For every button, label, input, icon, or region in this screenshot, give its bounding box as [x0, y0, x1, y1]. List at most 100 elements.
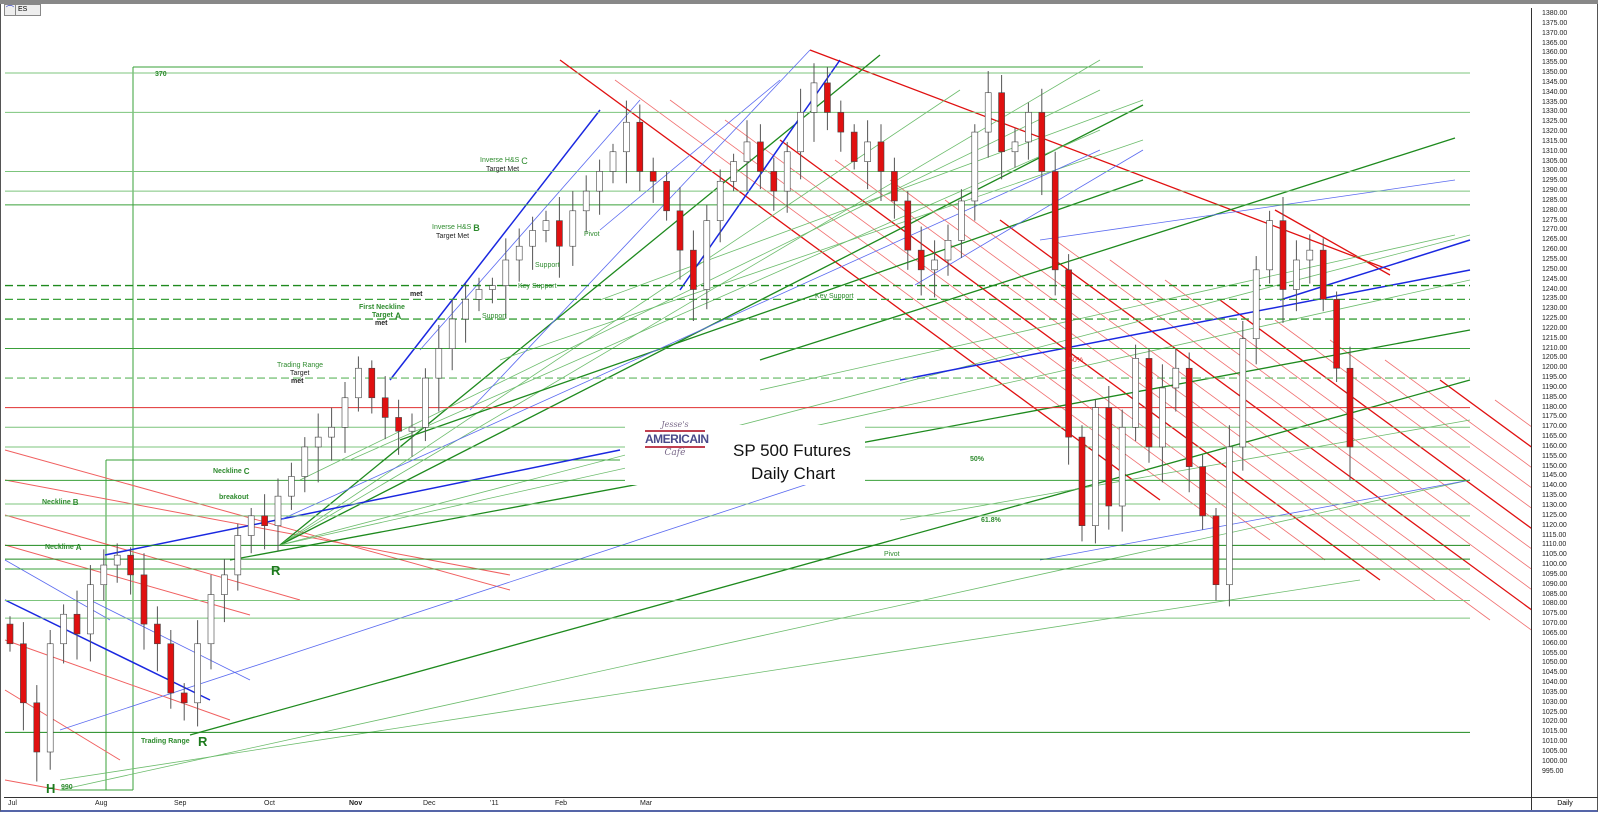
candle: [140, 553, 148, 650]
y-tick-label: 1050.00: [1542, 659, 1568, 667]
candle-body-up: [529, 230, 536, 247]
candle: [207, 574, 215, 670]
candle-body-down: [1346, 367, 1354, 448]
candle-body-down: [73, 613, 81, 635]
chart-subtitle: Daily Chart: [751, 464, 836, 483]
candle-body-up: [1025, 112, 1032, 143]
candle-body-down: [368, 367, 376, 399]
y-tick-label: 1005.00: [1542, 748, 1568, 755]
candle-body-up: [864, 141, 871, 162]
candle-body-up: [971, 131, 979, 202]
candle-body-up: [247, 515, 255, 536]
candle-body-up: [1118, 426, 1126, 507]
y-tick-label: 1045.00: [1542, 669, 1568, 677]
candle-body-up: [408, 426, 416, 432]
symbol-tab[interactable]: ⌒ ES: [4, 4, 41, 16]
x-tick-label: Dec: [423, 800, 436, 807]
y-tick-label: 1210.00: [1542, 344, 1568, 352]
label-support-2: Support: [482, 313, 507, 320]
candle: [247, 507, 255, 554]
candle: [690, 230, 697, 322]
candle: [1051, 151, 1059, 296]
y-tick-label: 1220.00: [1542, 324, 1568, 332]
candle-body-down: [20, 643, 27, 704]
candle: [596, 159, 603, 215]
label-61-8-percent: 61.8%: [981, 517, 1001, 524]
candle: [1118, 409, 1126, 532]
y-tick-label: 1370.00: [1542, 29, 1568, 37]
candle: [489, 277, 496, 304]
candle-body-up: [274, 495, 282, 526]
y-tick-label: 1290.00: [1542, 187, 1568, 195]
candle: [623, 100, 630, 184]
y-tick-label: 1295.00: [1542, 177, 1568, 185]
y-tick-label: 1190.00: [1542, 383, 1567, 391]
y-tick-label: 1180.00: [1542, 403, 1567, 411]
y-tick-label: 1170.00: [1542, 423, 1567, 431]
y-tick-label: 1030.00: [1542, 698, 1568, 706]
candle-body-up: [341, 397, 349, 428]
candle: [395, 399, 402, 455]
candle-body-down: [770, 171, 778, 192]
interval-label[interactable]: Daily: [1531, 797, 1598, 810]
candle: [958, 189, 965, 259]
candle: [917, 226, 925, 296]
candle: [1038, 88, 1046, 196]
y-tick-label: 1120.00: [1542, 521, 1567, 529]
candle: [971, 124, 979, 221]
y-tick-label: 1140.00: [1542, 482, 1567, 490]
candle: [649, 157, 657, 203]
label-50-red: 50%: [1069, 357, 1084, 364]
candle: [502, 238, 510, 320]
support-trendline: [279, 54, 881, 546]
candle-body-up: [113, 554, 121, 566]
x-tick-label: Mar: [640, 800, 653, 807]
support-trendline: [499, 139, 1144, 361]
candle-body-up: [569, 210, 577, 247]
window-title-bar: [0, 0, 1598, 4]
candle: [864, 120, 871, 190]
resistance-line: [1329, 339, 1531, 488]
candle: [797, 88, 804, 180]
candle: [542, 210, 550, 243]
y-tick-label: 1075.00: [1542, 610, 1568, 618]
candle: [194, 620, 201, 727]
candle-body-down: [877, 141, 885, 172]
y-tick-label: 1205.00: [1542, 354, 1568, 362]
candle-body-up: [783, 151, 791, 192]
candle: [462, 283, 469, 343]
candle-body-up: [958, 200, 965, 241]
y-tick-label: 1025.00: [1542, 708, 1568, 716]
y-tick-label: 1110.00: [1542, 541, 1567, 549]
price-axis[interactable]: 1380.00 1375.00 1370.00 1365.00 1360.00 1355.…: [1531, 8, 1598, 798]
label-990: 990: [61, 784, 73, 791]
candle-body-down: [891, 171, 898, 202]
candle: [234, 523, 242, 591]
candle: [73, 590, 81, 660]
support-trendline: [599, 99, 1144, 301]
y-tick-label: 1355.00: [1542, 59, 1568, 67]
candle: [87, 565, 94, 662]
label-neckline-c: Neckline C: [213, 467, 250, 476]
candle-body-up: [194, 643, 201, 704]
candle: [837, 100, 845, 152]
candle: [1212, 507, 1220, 601]
candle-body-up: [609, 151, 617, 172]
y-tick-label: 1310.00: [1542, 147, 1568, 155]
candle-body-down: [1051, 171, 1059, 271]
y-tick-label: 1240.00: [1542, 285, 1568, 293]
candle: [46, 629, 54, 770]
y-tick-label: 1265.00: [1542, 236, 1568, 244]
time-axis[interactable]: Jul Aug Sep Oct Nov Dec '11 Feb Mar: [4, 797, 1531, 810]
candle: [1239, 321, 1247, 471]
candle-body-up: [234, 535, 242, 576]
y-tick-label: 1230.00: [1542, 305, 1568, 313]
candle-body-up: [489, 285, 496, 290]
support-trendline: [189, 379, 1471, 736]
candle-body-down: [33, 702, 41, 753]
candle: [1319, 238, 1327, 312]
y-tick-label: 1055.00: [1542, 649, 1568, 657]
candle-body-up: [797, 112, 804, 153]
y-tick-label: 1000.00: [1542, 757, 1568, 765]
candle-body-up: [1293, 259, 1300, 290]
